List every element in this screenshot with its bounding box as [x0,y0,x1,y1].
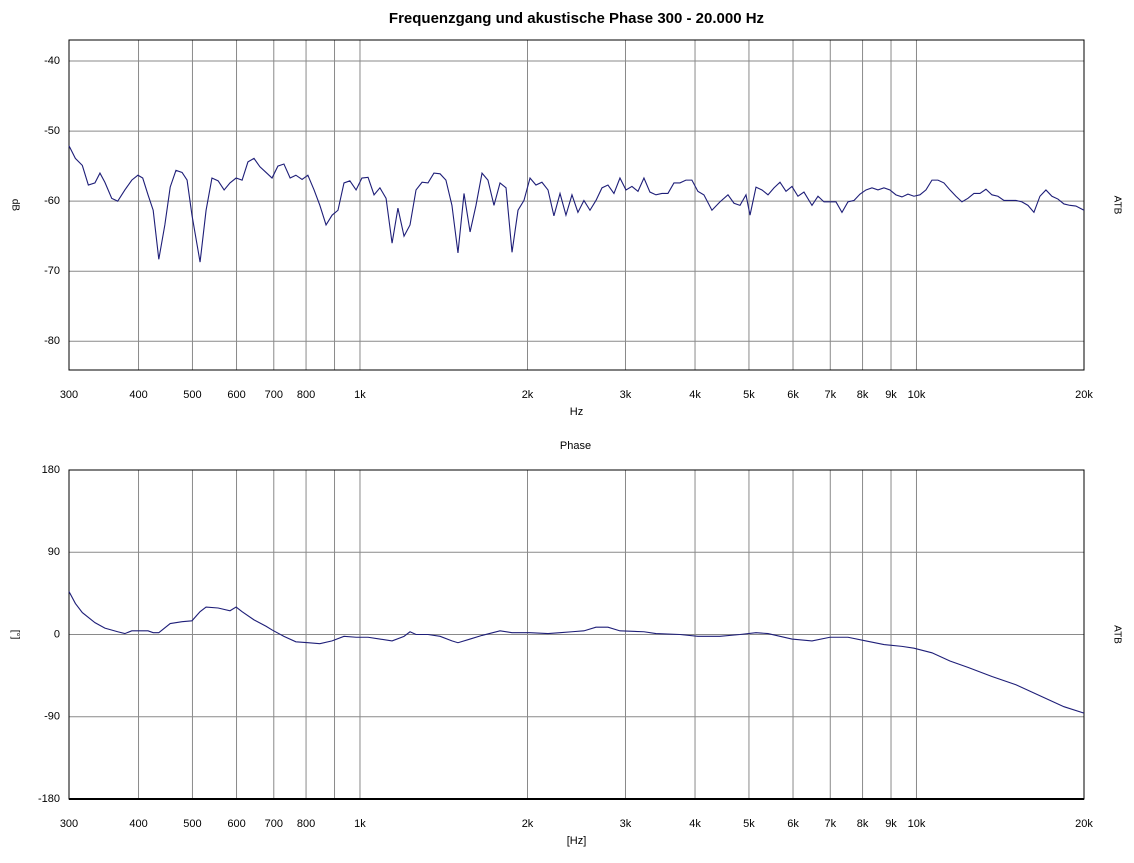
data-line [68,145,1085,263]
x-tick-label: 300 [60,389,78,401]
x-tick-label: 500 [183,389,201,401]
y-axis-label: dB [9,199,20,212]
x-tick-label: 2k [522,389,534,401]
x-tick-label: 8k [857,389,869,401]
series-label: ATB [1111,196,1122,215]
data-line [68,591,1085,714]
x-tick-label: 4k [689,818,701,830]
x-tick-label: 600 [227,389,245,401]
y-tick-label: -180 [38,793,60,805]
x-tick-label: 700 [265,818,283,830]
x-tick-label: 500 [183,818,201,830]
x-axis-label: Hz [570,406,583,418]
y-tick-label: 180 [42,464,60,476]
y-tick-label: 0 [54,628,60,640]
x-tick-label: 6k [787,818,799,830]
x-tick-label: 3k [620,389,632,401]
x-tick-label: 20k [1075,389,1093,401]
x-tick-label: 10k [908,818,926,830]
x-tick-label: 700 [265,389,283,401]
plot-frame [68,39,1085,371]
y-tick-label: -70 [44,265,60,277]
x-tick-label: 7k [824,389,836,401]
y-tick-label: 90 [48,546,60,558]
y-tick-label: -90 [44,711,60,723]
x-tick-label: 5k [743,389,755,401]
x-tick-label: 2k [522,818,534,830]
x-tick-label: 1k [354,389,366,401]
x-tick-label: 8k [857,818,869,830]
x-tick-label: 5k [743,818,755,830]
y-tick-label: -80 [44,335,60,347]
x-tick-label: 300 [60,818,78,830]
chart-title: Frequenzgang und akustische Phase 300 - … [389,10,764,27]
x-tick-label: 9k [885,389,897,401]
x-tick-label: 3k [620,818,632,830]
x-tick-label: 600 [227,818,245,830]
x-tick-label: 10k [908,389,926,401]
x-tick-label: 800 [297,818,315,830]
x-axis-label: [Hz] [567,835,587,847]
x-tick-label: 9k [885,818,897,830]
x-tick-label: 20k [1075,818,1093,830]
x-tick-label: 400 [129,818,147,830]
x-tick-label: 7k [824,818,836,830]
chart-title: Phase [560,440,591,452]
x-tick-label: 1k [354,818,366,830]
x-tick-label: 800 [297,389,315,401]
y-axis-label: [°] [9,630,20,640]
series-label: ATB [1111,625,1122,644]
x-tick-label: 400 [129,389,147,401]
y-tick-label: -40 [44,55,60,67]
x-tick-label: 4k [689,389,701,401]
x-tick-label: 6k [787,389,799,401]
y-tick-label: -50 [44,125,60,137]
y-tick-label: -60 [44,195,60,207]
